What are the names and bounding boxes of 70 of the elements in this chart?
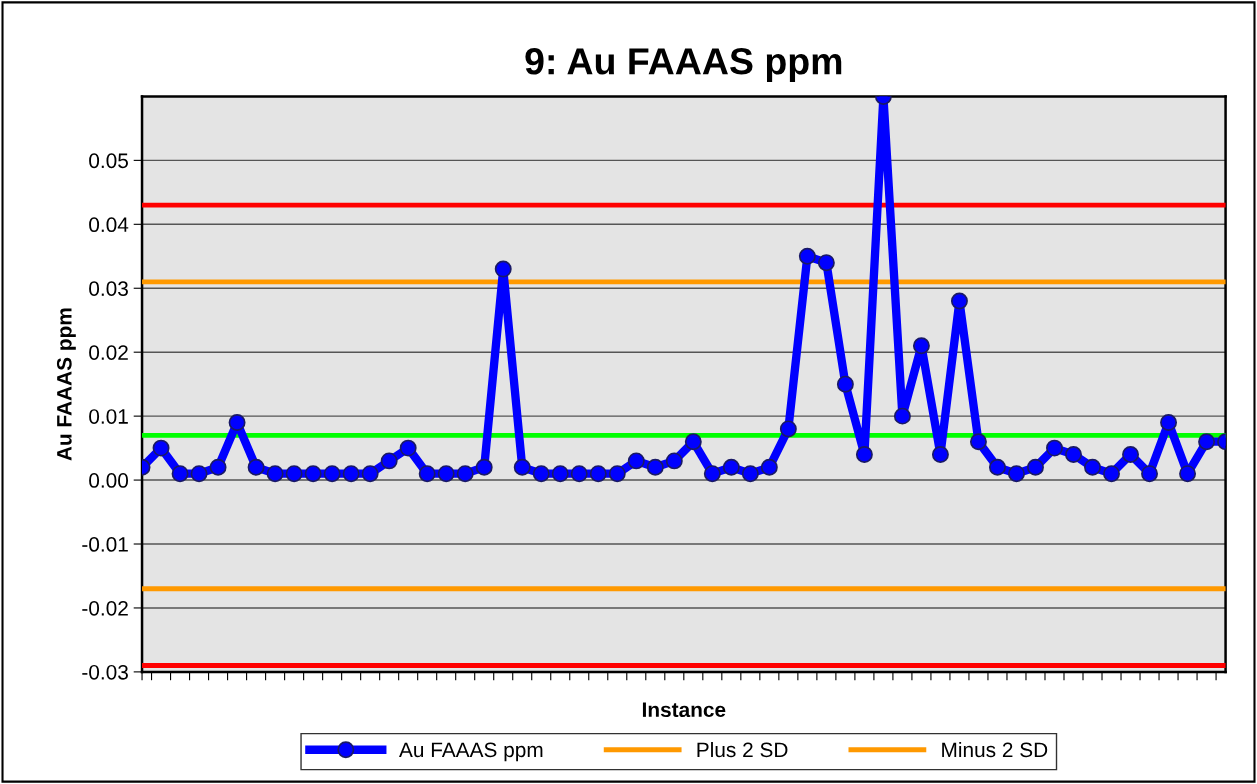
legend-label: Minus 2 SD (942, 741, 1048, 758)
y-tick-label: 0.01 (89, 409, 128, 424)
point (798, 247, 816, 265)
point (418, 465, 436, 483)
point (228, 414, 246, 431)
point (551, 465, 569, 483)
point (1141, 465, 1159, 483)
point (171, 465, 189, 483)
point (513, 458, 531, 476)
point (760, 458, 778, 476)
point (323, 465, 341, 483)
point (855, 446, 873, 463)
y-tick-label: 0.04 (89, 217, 129, 233)
point (912, 337, 930, 355)
point (380, 452, 398, 470)
point (361, 465, 379, 483)
point (1103, 465, 1120, 483)
legend-label: Au FAAAS ppm (399, 742, 543, 762)
point (1065, 446, 1082, 463)
point (703, 465, 721, 483)
point (266, 465, 284, 483)
point (1122, 446, 1140, 463)
point (437, 465, 455, 483)
chart-title: 9: Au FAAAS ppm (525, 48, 842, 82)
point (532, 465, 550, 483)
point (1179, 465, 1197, 483)
point (950, 292, 968, 310)
point (665, 452, 683, 470)
point (456, 465, 474, 483)
point (722, 458, 740, 476)
y-tick-label: 0.00 (89, 473, 129, 488)
point (779, 420, 797, 438)
point (646, 458, 664, 476)
point (209, 458, 227, 476)
y-tick-label: -0.01 (82, 537, 128, 552)
point (494, 260, 512, 278)
point (684, 433, 702, 451)
point (931, 446, 949, 463)
point (608, 465, 626, 483)
point (836, 375, 854, 393)
y-tick-label: -0.03 (82, 664, 128, 680)
point (570, 465, 588, 483)
point (817, 254, 835, 272)
point (1160, 414, 1178, 431)
point (741, 465, 759, 483)
point (1027, 458, 1044, 476)
y-tick-label: 0.05 (89, 153, 128, 169)
point (1084, 458, 1101, 476)
point (152, 439, 170, 457)
point (988, 458, 1006, 476)
point (475, 458, 493, 476)
point (190, 465, 208, 483)
legend-label: Plus 2 SD (697, 741, 788, 758)
y-tick-label: 0.03 (89, 281, 128, 296)
y-axis-title: Au FAAAS ppm (56, 308, 76, 461)
point (969, 433, 987, 451)
point (1007, 465, 1025, 483)
y-tick-label: -0.02 (82, 600, 128, 616)
point (589, 465, 607, 483)
point (247, 458, 265, 476)
point (1198, 433, 1216, 451)
point (1046, 439, 1063, 457)
point (627, 452, 645, 470)
x-axis-title: Instance (642, 702, 726, 718)
y-tick-label: 0.02 (89, 345, 128, 360)
point (285, 465, 303, 483)
point (304, 465, 322, 483)
point (399, 439, 417, 457)
point (893, 407, 911, 425)
point (342, 465, 360, 483)
